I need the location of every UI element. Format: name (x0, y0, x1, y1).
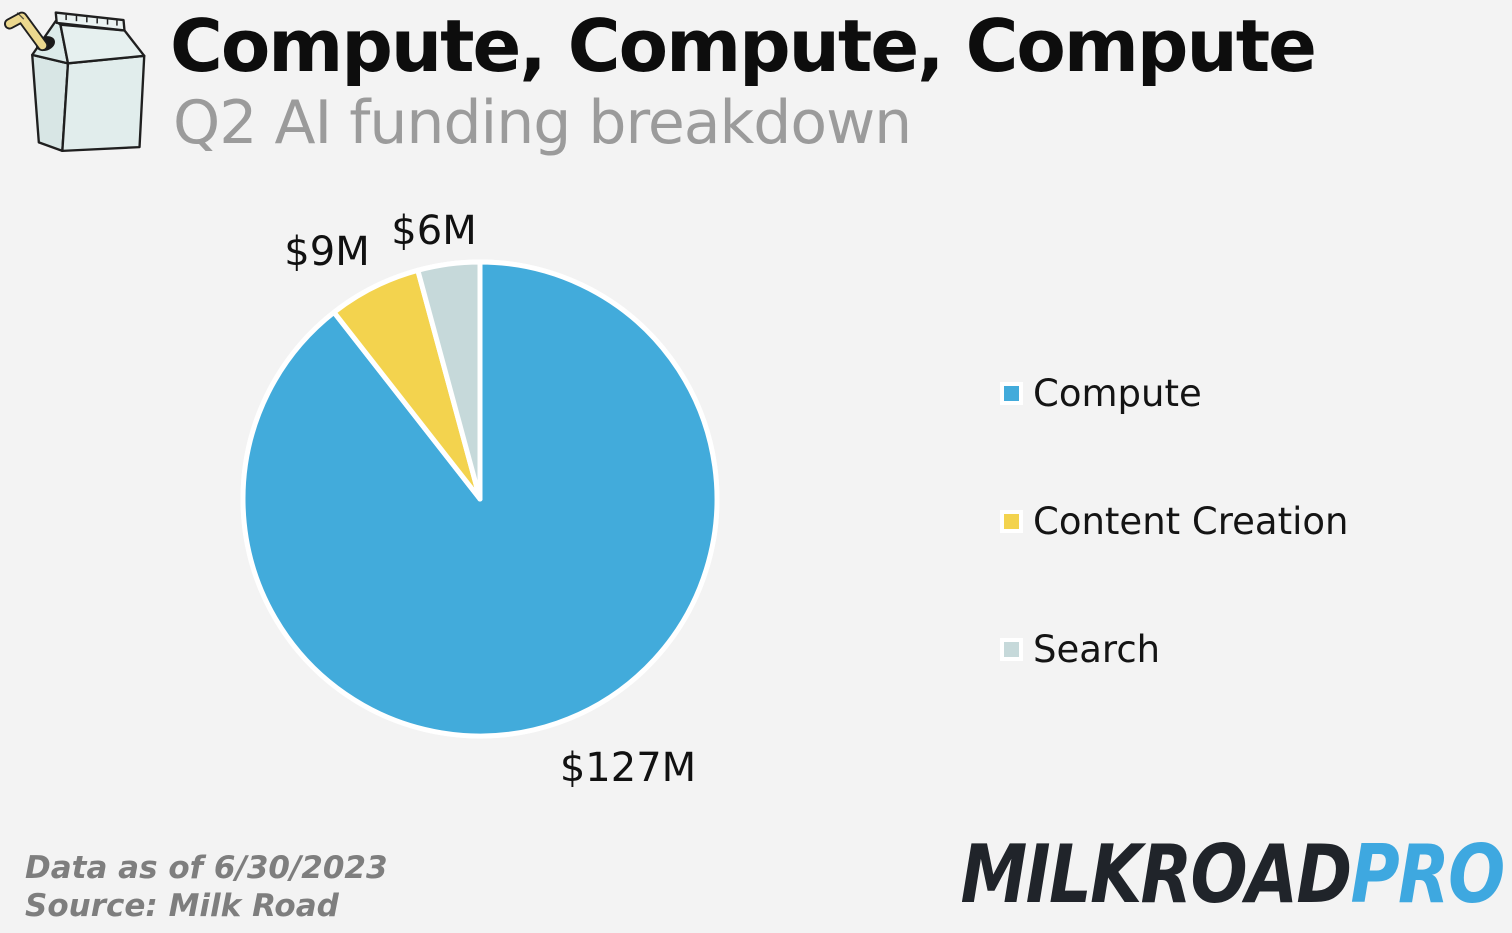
wordmark-milkroad: MILKROAD (960, 828, 1353, 921)
legend: Compute Content Creation Search (1000, 371, 1348, 671)
source-note: Source: Milk Road (25, 888, 339, 924)
legend-item-search: Search (1000, 627, 1348, 671)
pie-slice-search (415, 259, 483, 502)
wordmark-pro: PRO (1350, 828, 1506, 921)
page-subtitle: Q2 AI funding breakdown (173, 88, 912, 158)
legend-swatch-box (1000, 637, 1023, 661)
milkroad-pro-logo: MILKROADPRO (960, 828, 1506, 921)
legend-item-content-creation: Content Creation (1000, 499, 1348, 543)
pie-chart (238, 257, 722, 741)
legend-swatch-search-icon (1004, 641, 1019, 657)
legend-swatch-box (1000, 381, 1023, 405)
footer-notes: Data as of 6/30/2023 Source: Milk Road (25, 849, 388, 925)
legend-label-compute: Compute (1033, 371, 1202, 415)
data-as-of-note: Data as of 6/30/2023 (25, 850, 388, 886)
legend-label-content-creation: Content Creation (1033, 499, 1349, 543)
legend-item-compute: Compute (1000, 371, 1348, 415)
pie-svg (240, 259, 720, 739)
page-title: Compute, Compute, Compute (170, 4, 1317, 88)
legend-swatch-compute-icon (1004, 385, 1019, 401)
pie-label-content-creation: $9M (284, 229, 370, 275)
legend-label-search: Search (1033, 627, 1161, 671)
pie-label-compute: $127M (559, 745, 697, 791)
legend-swatch-box (1000, 509, 1023, 533)
milk-carton-logo-icon (4, 11, 146, 153)
pie-label-search: $6M (391, 208, 477, 254)
legend-swatch-content-creation-icon (1004, 513, 1019, 529)
